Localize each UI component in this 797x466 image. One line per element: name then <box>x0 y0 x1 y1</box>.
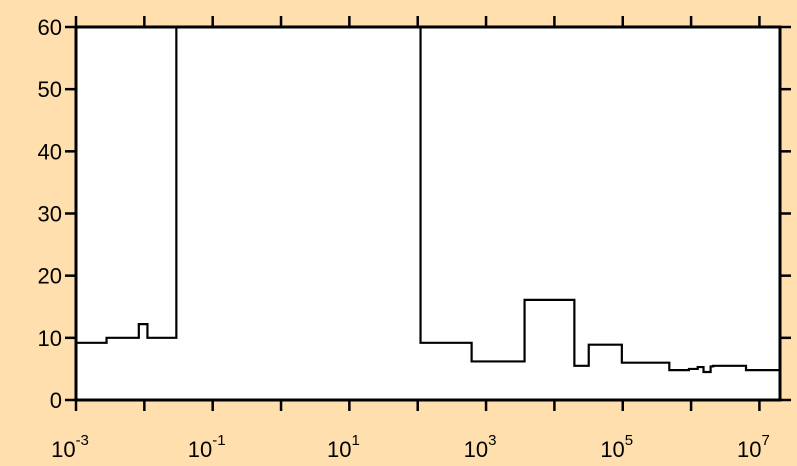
plot-area <box>76 27 780 400</box>
y-tick-label: 20 <box>38 264 62 289</box>
y-tick-label: 40 <box>38 139 62 164</box>
x-tick-label: 105 <box>600 432 633 462</box>
x-tick-label: 10-1 <box>188 432 226 462</box>
x-tick-label: 103 <box>464 432 497 462</box>
series-line-0 <box>76 25 780 374</box>
labels-layer: 0 10 20 30 40 50 60 10-3 10-1 101 103 105 107 <box>38 15 770 462</box>
x-tick-label: 101 <box>327 432 360 462</box>
y-tick-label: 30 <box>38 202 62 227</box>
ticks-layer <box>65 16 791 411</box>
x-tick-label: 10-3 <box>51 432 89 462</box>
y-tick-label: 60 <box>38 15 62 40</box>
series-layer <box>76 25 780 374</box>
x-tick-label: 107 <box>737 432 770 462</box>
y-tick-label: 10 <box>38 326 62 351</box>
y-tick-label: 50 <box>38 77 62 102</box>
y-tick-label: 0 <box>50 388 62 413</box>
